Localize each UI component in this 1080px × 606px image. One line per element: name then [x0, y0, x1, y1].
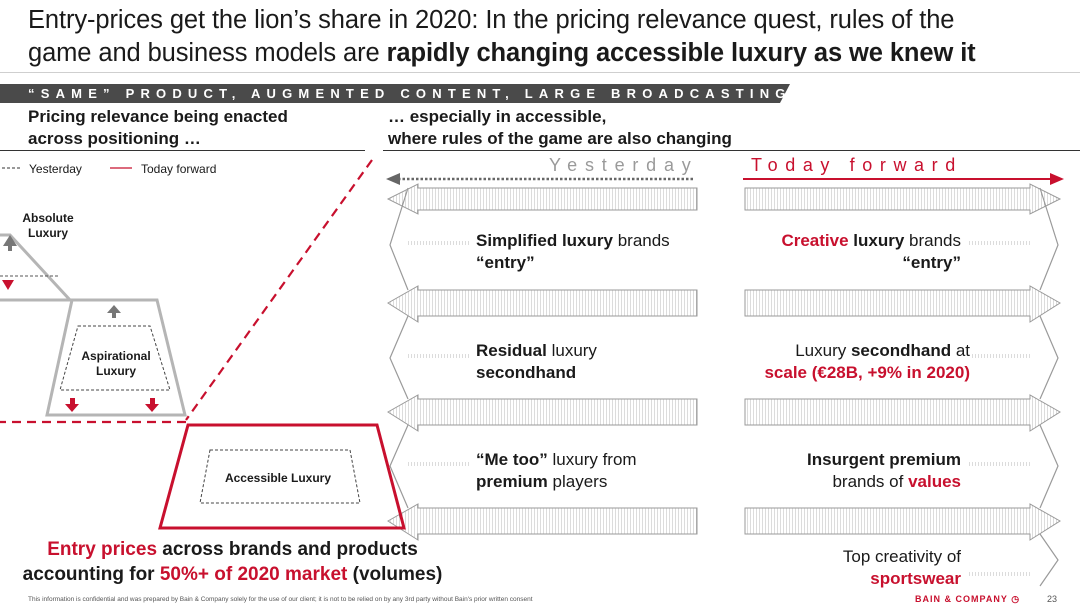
- banner-text: “SAME” PRODUCT, AUGMENTED CONTENT, LARGE…: [28, 86, 792, 101]
- title-divider: [0, 72, 1080, 73]
- aspirational-luxury-line-2: Luxury: [95, 364, 136, 378]
- bottom-note-red2: 50%+ of 2020 market: [159, 564, 348, 585]
- title-line-2-bold: rapidly changing accessible luxury as we…: [386, 39, 976, 67]
- row2-today-text: Luxury secondhand at scale (€28B, +9% in…: [700, 340, 970, 384]
- yesterday-hatch-strips: [408, 241, 470, 466]
- row3-today-text: Insurgent premium brands of values: [700, 449, 961, 493]
- yesterday-chevrons: [389, 187, 409, 509]
- today-arrow: [743, 173, 1064, 185]
- right-header-line-1: … especially in accessible,: [388, 107, 607, 126]
- row4-today-line2: sportswear: [870, 569, 961, 588]
- brand-name: BAIN & COMPANY: [915, 594, 1008, 604]
- absolute-luxury-label: Absolute Luxury: [8, 211, 88, 241]
- red-dashed-separator: [0, 159, 373, 424]
- footer-disclaimer: This information is confidential and was…: [28, 596, 533, 603]
- title-line-2: game and business models are rapidly cha…: [28, 37, 1073, 70]
- section-banner: [0, 84, 790, 103]
- aspirational-luxury-shape: [45, 298, 187, 417]
- today-hatch-strips: [968, 241, 1030, 576]
- page-title: Entry-prices get the lion’s share in 202…: [28, 4, 1073, 70]
- row2-yesterday-bold: Residual: [476, 341, 547, 360]
- left-section-header: Pricing relevance being enacted across p…: [28, 106, 288, 150]
- bottom-note-red1: Entry prices: [47, 539, 158, 560]
- bottom-note: Entry prices across brands and products …: [0, 537, 465, 587]
- row4-today-line1: Top creativity of: [842, 547, 961, 566]
- right-header-underline: [383, 150, 1080, 151]
- row3-today-line2-red: values: [908, 472, 961, 491]
- right-section-header: … especially in accessible, where rules …: [388, 106, 732, 150]
- column-yesterday-label: Yesterday: [549, 155, 699, 175]
- legend-today-label: Today forward: [141, 162, 217, 176]
- row1-today-red: Creative: [781, 231, 849, 250]
- yesterday-arrow-bands: [386, 183, 698, 541]
- row3-yesterday-text: “Me too” luxury from premium players: [476, 449, 637, 493]
- bottom-note-plain3: (volumes): [347, 564, 443, 585]
- row3-yesterday-line2-rest: players: [547, 472, 608, 491]
- row3-yesterday-bold: “Me too”: [476, 450, 548, 469]
- left-header-line-2: across positioning …: [28, 129, 201, 148]
- row2-today-line2: scale (€28B, +9% in 2020): [764, 363, 970, 382]
- legend-dashed-icon: [2, 167, 20, 169]
- right-header-line-2: where rules of the game are also changin…: [388, 129, 732, 148]
- row4-today-text: Top creativity of sportswear: [700, 546, 961, 590]
- bottom-note-plain2: accounting for: [22, 564, 160, 585]
- aspirational-luxury-line-1: Aspirational: [81, 349, 151, 363]
- yesterday-arrow: [386, 173, 695, 185]
- row1-yesterday-line2: “entry”: [476, 253, 535, 272]
- page-number: 23: [1047, 594, 1058, 604]
- row3-yesterday-line2-bold: premium: [476, 472, 548, 491]
- row2-today-bold: secondhand: [850, 341, 952, 360]
- row2-today-plain: Luxury: [795, 341, 851, 360]
- row1-today-text: Creative luxury brands “entry”: [700, 230, 961, 274]
- accessible-luxury-label: Accessible Luxury: [224, 471, 332, 485]
- today-chevrons: [1039, 187, 1059, 587]
- row1-yesterday-text: Simplified luxury brands “entry”: [476, 230, 670, 274]
- row2-today-rest: at: [951, 341, 970, 360]
- title-line-2-plain: game and business models are: [28, 39, 387, 67]
- bottom-note-plain1: across brands and products: [157, 539, 418, 560]
- row3-today-line2-plain: brands of: [832, 472, 909, 491]
- absolute-luxury-shape: [0, 233, 74, 302]
- row2-yesterday-line2: secondhand: [476, 363, 577, 382]
- legend-solid-icon: [110, 167, 132, 169]
- row1-yesterday-bold: Simplified luxury: [476, 231, 613, 250]
- row3-today-bold: Insurgent premium: [807, 450, 961, 469]
- left-header-underline: [0, 150, 365, 151]
- legend-yesterday-label: Yesterday: [29, 162, 82, 176]
- absolute-luxury-line-2: Luxury: [27, 226, 68, 240]
- row1-today-bold: luxury: [848, 231, 905, 250]
- brand-circle-icon: ◷: [1011, 594, 1021, 604]
- left-header-line-1: Pricing relevance being enacted: [28, 107, 288, 126]
- row1-today-line2: “entry”: [902, 253, 961, 272]
- brand-logo: BAIN & COMPANY ◷: [915, 594, 1020, 605]
- accessible-luxury-shape: [158, 423, 406, 530]
- row2-yesterday-rest: luxury: [546, 341, 597, 360]
- row1-today-rest: brands: [904, 231, 961, 250]
- today-arrow-bands: [744, 183, 1062, 541]
- title-line-1: Entry-prices get the lion’s share in 202…: [28, 6, 955, 34]
- absolute-luxury-line-1: Absolute: [22, 211, 74, 225]
- row1-yesterday-rest: brands: [612, 231, 670, 250]
- row2-yesterday-text: Residual luxury secondhand: [476, 340, 597, 384]
- column-today-label: Today forward: [751, 155, 963, 175]
- row3-yesterday-rest: luxury from: [547, 450, 637, 469]
- aspirational-luxury-label: Aspirational Luxury: [66, 349, 166, 379]
